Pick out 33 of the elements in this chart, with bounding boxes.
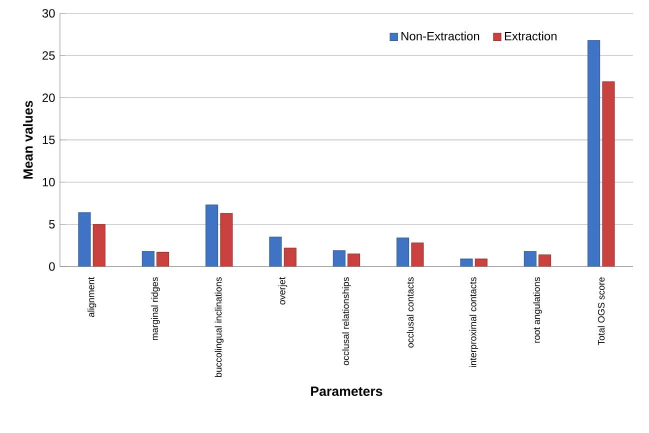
bar xyxy=(220,213,233,266)
y-tick-label: 0 xyxy=(49,262,55,271)
bar xyxy=(332,250,346,266)
x-tick-label: interproximal contacts xyxy=(469,277,478,367)
x-tick-label: buccolingual inclinations xyxy=(214,277,224,377)
bar xyxy=(156,252,170,266)
bar xyxy=(396,238,410,266)
bar xyxy=(206,204,218,266)
x-tick-label: overjet xyxy=(278,276,288,304)
y-tick-label: 30 xyxy=(42,9,55,18)
bar xyxy=(284,248,296,266)
x-axis-title: Parameters xyxy=(311,386,382,396)
x-tick-label: marginal ridges xyxy=(151,277,160,340)
y-tick-label: 5 xyxy=(49,220,55,228)
legend-label: Non-Extraction xyxy=(402,32,480,40)
x-tick-label: occlusal contacts xyxy=(406,277,414,348)
legend-label: Extraction xyxy=(504,32,557,40)
bar xyxy=(602,81,615,266)
y-tick-label: 20 xyxy=(42,93,55,102)
bar xyxy=(92,224,106,266)
bar xyxy=(588,40,600,266)
bar xyxy=(524,251,536,266)
x-tick-label: Total OGS score xyxy=(598,277,605,346)
bar xyxy=(348,254,360,266)
y-tick-label: 15 xyxy=(42,136,55,144)
bar xyxy=(142,251,154,266)
x-tick-label: occlusal relationships xyxy=(342,277,351,366)
y-tick-label: 25 xyxy=(42,51,55,60)
y-axis-title: Mean values xyxy=(22,100,33,179)
y-tick-label: 10 xyxy=(42,178,55,186)
x-tick-label: alignment xyxy=(87,276,96,317)
x-tick-label: root angulations xyxy=(533,277,542,343)
bar xyxy=(78,212,91,266)
